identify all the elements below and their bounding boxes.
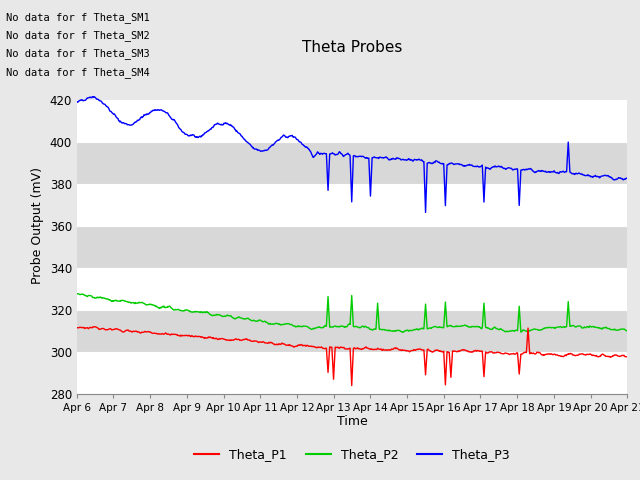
Theta_P2	[399, 329, 407, 335]
Theta_P2	[452, 324, 460, 329]
Theta_P1	[623, 354, 631, 360]
Y-axis label: Probe Output (mV): Probe Output (mV)	[31, 167, 44, 284]
Theta_P3	[130, 120, 138, 126]
Theta_P1	[513, 350, 521, 356]
Theta_P2	[73, 291, 81, 297]
Theta_P1	[316, 345, 324, 350]
Theta_P1	[73, 324, 81, 330]
Theta_P2	[296, 323, 304, 329]
Bar	[77, 226, 627, 267]
Theta_P3	[452, 161, 460, 167]
Text: No data for f Theta_SM3: No data for f Theta_SM3	[6, 48, 150, 60]
Theta_P2	[74, 291, 82, 297]
Theta_P3	[503, 166, 511, 171]
Bar	[77, 351, 627, 394]
Line: Theta_P2: Theta_P2	[77, 294, 627, 332]
Bar	[77, 142, 627, 183]
Bar	[77, 310, 627, 351]
Theta_P3	[296, 139, 304, 145]
Theta_P3	[90, 94, 98, 99]
Theta_P2	[513, 328, 521, 334]
Theta_P1	[452, 348, 460, 354]
Text: No data for f Theta_SM2: No data for f Theta_SM2	[6, 30, 150, 41]
X-axis label: Time: Time	[337, 415, 367, 429]
Theta_P2	[316, 324, 324, 330]
Theta_P1	[348, 383, 356, 388]
Text: No data for f Theta_SM1: No data for f Theta_SM1	[6, 12, 150, 23]
Theta_P1	[296, 342, 304, 348]
Bar	[77, 267, 627, 310]
Bar	[77, 99, 627, 142]
Theta_P3	[316, 152, 324, 157]
Text: No data for f Theta_SM4: No data for f Theta_SM4	[6, 67, 150, 78]
Line: Theta_P3: Theta_P3	[77, 96, 627, 213]
Theta_P1	[130, 328, 138, 334]
Theta_P2	[130, 300, 138, 306]
Legend: Theta_P1, Theta_P2, Theta_P3: Theta_P1, Theta_P2, Theta_P3	[189, 444, 515, 467]
Bar	[77, 183, 627, 226]
Theta_P1	[503, 350, 511, 356]
Theta_P3	[623, 175, 631, 181]
Theta_P2	[623, 328, 631, 334]
Line: Theta_P1: Theta_P1	[77, 327, 627, 385]
Theta_P3	[513, 166, 521, 171]
Theta_P3	[73, 99, 81, 105]
Theta_P3	[422, 210, 429, 216]
Theta_P2	[503, 328, 511, 334]
Theta_P1	[91, 324, 99, 330]
Title: Theta Probes: Theta Probes	[302, 40, 402, 55]
